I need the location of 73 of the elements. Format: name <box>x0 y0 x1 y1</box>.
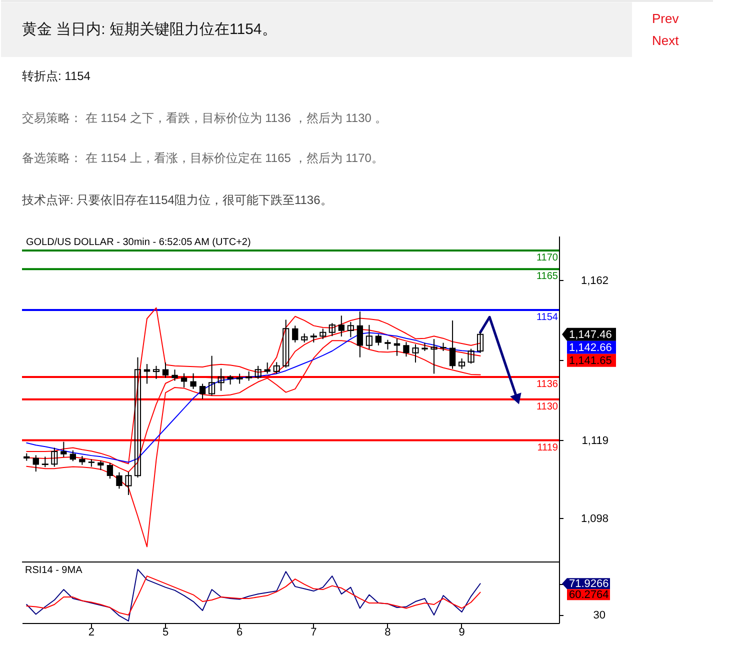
ref-line-label: 1154 <box>536 312 558 324</box>
text: 黄金 当日内: 短期关键阻力位在1154。 <box>22 21 277 38</box>
candlestick <box>449 320 456 370</box>
chart-title: GOLD/US DOLLAR - 30min - 6:52:05 AM (UTC+2) <box>26 237 251 248</box>
candlestick <box>32 454 39 472</box>
y-tick-label: 1,119 <box>582 434 608 447</box>
candlestick <box>477 332 484 354</box>
candlestick <box>282 319 290 368</box>
y-tick-label: 30 <box>593 609 606 622</box>
text: 1,141.65 <box>569 354 612 367</box>
x-tick-label: 2 <box>88 626 94 638</box>
candlestick <box>273 362 280 374</box>
text: 技术点评: 只要依旧存在1154阻力位，很可能下跌至1136。 <box>21 193 332 207</box>
candlestick <box>347 321 354 338</box>
text: 交易策略： 在 1154 之下，看跌，目标价位为 1136 ，然后为 1130 。 <box>22 111 387 125</box>
candlestick <box>218 368 224 392</box>
x-tick-label: 6 <box>236 626 243 638</box>
candlestick <box>162 362 169 378</box>
candlestick <box>106 462 114 480</box>
ref-line-label: 1119 <box>537 442 558 454</box>
candlestick <box>468 348 474 364</box>
y-tick-label: 1,098 <box>580 512 608 525</box>
candlestick <box>430 338 438 374</box>
candlestick <box>394 338 400 356</box>
ref-line-label: 1165 <box>536 271 558 282</box>
x-tick-label: 9 <box>458 626 465 638</box>
candlestick <box>328 322 336 337</box>
candlestick <box>125 471 132 496</box>
ref-line-label: 1136 <box>536 379 558 390</box>
candlestick <box>134 356 142 478</box>
text: Next <box>652 33 680 48</box>
candlestick <box>254 365 262 380</box>
y-tick-label: 60.2764 <box>569 589 609 602</box>
candlestick <box>144 364 150 384</box>
candlestick <box>199 383 206 400</box>
candlestick <box>458 358 466 370</box>
candlestick <box>320 328 326 340</box>
y-tick-label: 71.9266 <box>569 578 609 590</box>
candlestick <box>264 362 270 374</box>
candlestick <box>356 311 364 358</box>
candlestick <box>338 315 344 337</box>
candlestick <box>412 344 419 364</box>
text: Prev <box>652 11 680 26</box>
candlestick <box>180 372 188 388</box>
candlestick <box>246 370 252 382</box>
text: 1,147.46 <box>569 328 612 341</box>
candlestick <box>208 355 216 396</box>
candlestick <box>51 447 58 468</box>
text: 1,142.66 <box>569 342 612 354</box>
candlestick <box>375 334 382 346</box>
candlestick <box>236 373 243 384</box>
candlestick <box>227 374 234 385</box>
ref-line-label: 1170 <box>536 252 558 264</box>
ref-line-label: 1130 <box>536 401 558 412</box>
candlestick <box>42 456 48 468</box>
candlestick <box>366 324 372 350</box>
candlestick <box>152 365 160 380</box>
text: 转折点: 1154 <box>22 69 91 83</box>
candlestick <box>190 372 196 390</box>
candlestick <box>116 472 122 490</box>
candlestick <box>172 369 178 382</box>
candlestick <box>292 325 298 343</box>
candlestick <box>384 339 391 350</box>
candlestick <box>60 441 67 458</box>
candlestick <box>403 342 410 358</box>
candlestick <box>98 460 104 471</box>
line-series <box>26 576 481 616</box>
y-tick-label: 1,162 <box>580 274 608 287</box>
candlestick <box>70 450 76 462</box>
chart-title: RSI14 - 9MA <box>25 565 83 576</box>
text: 备选策略： 在 1154 上，看涨，目标价位定在 1165 ，然后为 1170。 <box>22 151 384 165</box>
x-tick-label: 8 <box>384 626 391 638</box>
x-tick-label: 5 <box>162 626 169 638</box>
